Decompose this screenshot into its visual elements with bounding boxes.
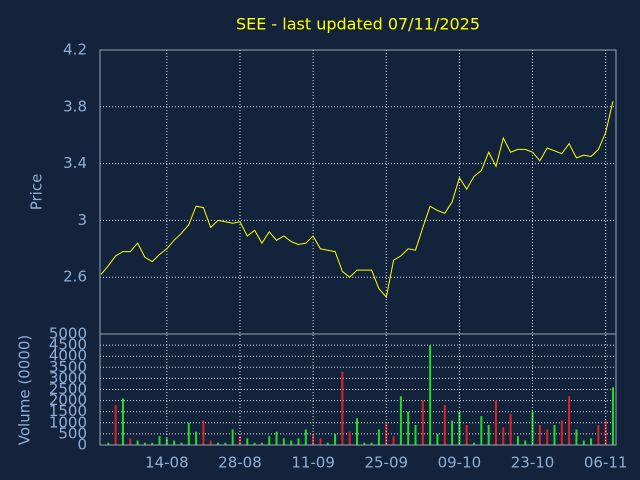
volume-bar [231, 429, 234, 445]
volume-bar [304, 429, 307, 445]
volume-bar [612, 387, 614, 445]
volume-bar [224, 442, 227, 445]
volume-bar [151, 442, 154, 445]
volume-bar [465, 425, 468, 445]
y-tick-label: 3.8 [63, 97, 87, 115]
volume-bar [297, 438, 300, 445]
volume-bar [341, 371, 344, 445]
volume-bar [604, 420, 607, 445]
volume-bar [319, 438, 322, 445]
volume-bar [590, 438, 593, 445]
volume-bar [363, 442, 366, 445]
volume-bar [487, 425, 490, 445]
volume-bar [180, 442, 183, 445]
volume-bar [451, 420, 454, 445]
y-tick-label: 3 [77, 211, 87, 229]
volume-bar [399, 396, 402, 445]
volume-bar [165, 438, 168, 445]
volume-bar [348, 431, 351, 445]
price-line [100, 100, 614, 299]
volume-bar [356, 418, 358, 445]
volume-bar [246, 438, 249, 445]
y-tick-label: 4000 [49, 347, 87, 365]
volume-bar [275, 431, 278, 445]
volume-bar [568, 396, 571, 445]
volume-bar [582, 440, 585, 445]
volume-bar [392, 436, 395, 445]
volume-bar [253, 442, 256, 445]
y-tick-label: 1000 [49, 413, 87, 431]
volume-bar [377, 429, 380, 445]
volume-bar [370, 442, 373, 445]
y-tick-label: 4.2 [63, 41, 87, 59]
volume-bar [268, 436, 271, 445]
price-axis-label: Price [28, 174, 46, 211]
y-tick-label: 3.4 [63, 154, 87, 172]
volume-bar [494, 400, 497, 445]
volume-bar [129, 438, 132, 445]
panel-frame [99, 333, 617, 446]
volume-bar [143, 442, 146, 445]
chart-title: SEE - last updated 07/11/2025 [236, 15, 480, 34]
volume-bar [217, 442, 220, 445]
volume-bar [107, 442, 110, 445]
x-tick-label: 09-10 [438, 454, 482, 472]
volume-bar [158, 436, 161, 445]
volume-bar [575, 429, 578, 445]
volume-bar [473, 442, 476, 445]
y-tick-label: 500 [58, 424, 87, 442]
volume-bar [326, 442, 329, 445]
x-tick-label: 06-11 [584, 454, 628, 472]
y-tick-label: 1500 [49, 402, 87, 420]
volume-bar [421, 400, 424, 445]
y-tick-label: 2.6 [63, 268, 87, 286]
volume-bar [538, 425, 541, 445]
volume-bar [443, 405, 446, 445]
volume-bar [414, 425, 417, 445]
volume-bar [187, 422, 190, 445]
volume-bar [597, 425, 600, 445]
y-tick-label: 3500 [49, 358, 87, 376]
volume-bar [560, 420, 563, 445]
x-tick-label: 25-09 [364, 454, 408, 472]
y-tick-label: 2500 [49, 380, 87, 398]
volume-bar [136, 440, 139, 445]
volume-bar [524, 440, 527, 445]
x-tick-label: 14-08 [145, 454, 189, 472]
volume-bar [553, 425, 556, 445]
volume-bar [546, 429, 549, 445]
volume-bar [209, 440, 212, 445]
volume-axis-label: Volume (0000) [16, 335, 34, 445]
volume-bar [334, 433, 337, 445]
x-tick-label: 28-08 [218, 454, 262, 472]
volume-bar [202, 420, 205, 445]
volume-bar [480, 416, 483, 445]
volume-bar [385, 422, 388, 445]
volume-bar [121, 398, 124, 445]
volume-bar [195, 431, 198, 445]
volume-bar [516, 436, 519, 445]
volume-bar [509, 413, 512, 445]
volume-bar [290, 440, 293, 445]
volume-bar [173, 440, 176, 445]
y-tick-label: 4500 [49, 336, 87, 354]
volume-bar [407, 411, 410, 445]
x-tick-label: 23-10 [511, 454, 555, 472]
volume-bar [260, 442, 263, 445]
y-tick-label: 2000 [49, 391, 87, 409]
volume-bar [312, 433, 315, 445]
y-tick-label: 5000 [49, 325, 87, 343]
volume-bar [282, 438, 285, 445]
x-tick-label: 11-09 [291, 454, 335, 472]
volume-bar [429, 345, 432, 445]
volume-bar [436, 433, 439, 445]
y-tick-label: 3000 [49, 369, 87, 387]
y-tick-label: 0 [77, 436, 87, 454]
volume-bar [502, 427, 505, 445]
volume-bar [114, 405, 117, 445]
